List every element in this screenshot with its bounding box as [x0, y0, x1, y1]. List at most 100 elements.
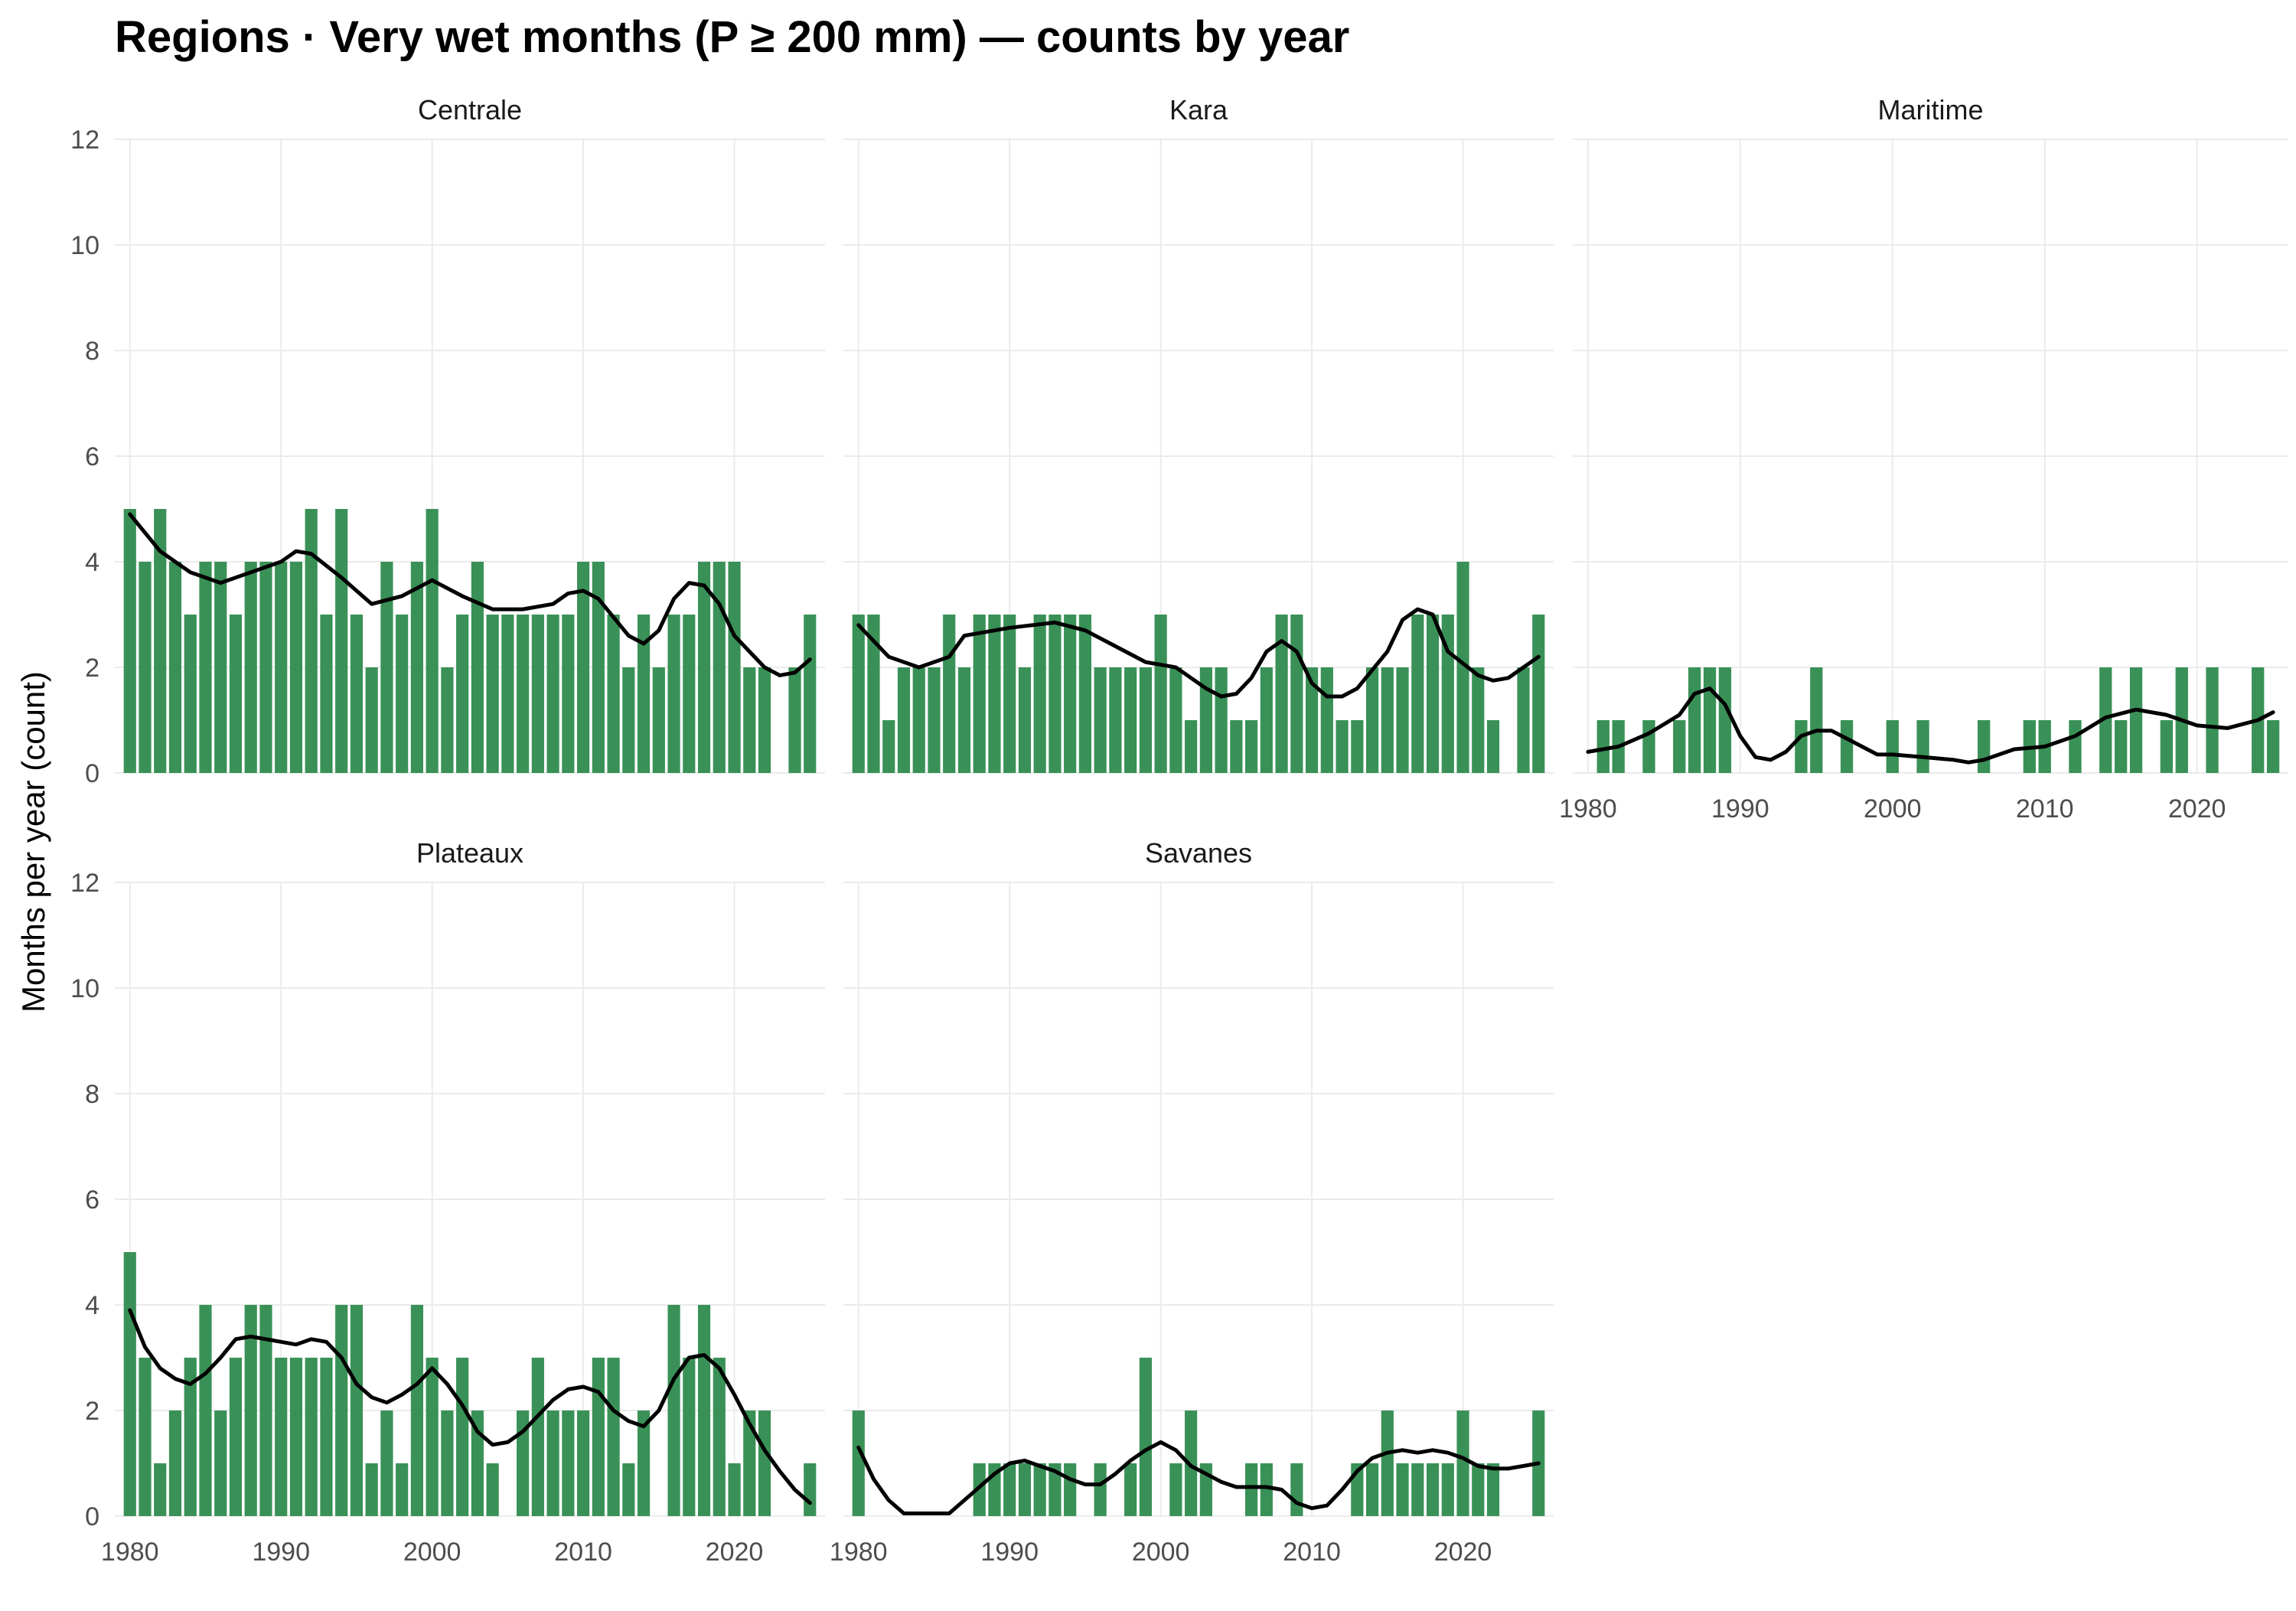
bar-savanes-2017: [1411, 1463, 1424, 1516]
panel-plateaux: Plateaux 0 2 4 6 8 10 12 1980 1990 2000 2010 2020: [70, 837, 825, 1567]
bar-kara-2025: [1532, 615, 1545, 773]
bar-kara-1997: [1109, 667, 1122, 773]
bar-savanes-2016: [1396, 1463, 1409, 1516]
bar-kara-1998: [1124, 667, 1137, 773]
x-tick-label: 2000: [403, 1538, 461, 1567]
bar-plateaux-2016: [667, 1305, 680, 1516]
bar-savanes-2014: [1365, 1463, 1379, 1516]
bar-savanes-1993: [1049, 1463, 1062, 1516]
bar-centrale-2025: [804, 615, 817, 773]
bar-plateaux-1993: [320, 1358, 333, 1516]
bar-maritime-2015: [2115, 720, 2128, 773]
bar-centrale-1986: [214, 562, 227, 773]
bar-kara-2009: [1290, 615, 1303, 773]
x-tick-label: 1990: [980, 1538, 1039, 1567]
bar-centrale-2006: [517, 615, 530, 773]
y-tick-label: 10: [70, 231, 99, 260]
bar-savanes-2009: [1290, 1463, 1303, 1516]
x-tick-label: 1980: [101, 1538, 159, 1567]
y-tick-label: 8: [85, 337, 99, 366]
bar-centrale-1982: [154, 509, 167, 773]
bar-kara-1992: [1033, 615, 1046, 773]
bar-kara-1985: [928, 667, 941, 773]
bar-centrale-1996: [365, 667, 378, 773]
bar-maritime-1981: [1596, 720, 1609, 773]
x-tick-label: 2020: [2168, 794, 2226, 823]
panel-label-maritime: Maritime: [1877, 94, 1983, 126]
x-tick-label: 2000: [1132, 1538, 1190, 1567]
bar-savanes-2019: [1441, 1463, 1454, 1516]
y-tick-label: 10: [70, 974, 99, 1003]
panel-label-centrale: Centrale: [418, 94, 522, 126]
bar-kara-2011: [1320, 667, 1333, 773]
bar-kara-1996: [1094, 667, 1107, 773]
bar-plateaux-1980: [123, 1252, 136, 1516]
bar-plateaux-2009: [562, 1410, 575, 1516]
bar-centrale-2011: [592, 562, 605, 773]
x-tick-label: 1990: [252, 1538, 310, 1567]
bar-kara-2000: [1154, 615, 1167, 773]
bar-plateaux-2010: [576, 1410, 590, 1516]
bar-plateaux-1997: [380, 1410, 393, 1516]
bar-kara-1984: [912, 667, 925, 773]
bar-plateaux-2003: [471, 1410, 484, 1516]
bar-centrale-1981: [139, 562, 152, 773]
bar-plateaux-2006: [517, 1410, 530, 1516]
bar-centrale-2001: [441, 667, 454, 773]
chart-title: Regions · Very wet months (P ≥ 200 mm) —…: [115, 12, 1349, 62]
bar-kara-2001: [1169, 667, 1182, 773]
y-tick-label: 12: [70, 126, 99, 155]
bar-centrale-1984: [184, 615, 197, 773]
smooth-line-maritime: [1586, 686, 2275, 765]
bar-centrale-1992: [305, 509, 318, 773]
bar-plateaux-1985: [199, 1305, 212, 1516]
bar-centrale-1994: [335, 509, 348, 773]
bar-centrale-2020: [728, 562, 741, 773]
bar-plateaux-1995: [350, 1305, 364, 1516]
bar-plateaux-2019: [713, 1358, 726, 1516]
bar-kara-1999: [1139, 667, 1152, 773]
bar-savanes-1991: [1018, 1463, 1032, 1516]
bar-plateaux-2018: [697, 1305, 711, 1516]
bar-savanes-1980: [852, 1410, 865, 1516]
bar-kara-1983: [897, 667, 911, 773]
bar-maritime-1994: [1795, 720, 1808, 773]
bar-plateaux-1982: [154, 1463, 167, 1516]
bar-kara-2004: [1215, 667, 1228, 773]
bar-centrale-2014: [637, 615, 651, 773]
bar-kara-2014: [1365, 667, 1379, 773]
x-tick-label: 1980: [830, 1538, 888, 1567]
panel-maritime: Maritime 1980 1990 2000 2010 2020: [1559, 94, 2288, 823]
bar-maritime-1987: [1688, 667, 1701, 773]
bar-centrale-1983: [168, 562, 182, 773]
bar-centrale-2019: [713, 562, 726, 773]
panel-savanes: Savanes 1980 1990 2000 2010 2020: [830, 837, 1554, 1567]
y-tick-label: 8: [85, 1080, 99, 1109]
bar-centrale-1995: [350, 615, 364, 773]
bar-plateaux-2008: [546, 1410, 559, 1516]
bar-maritime-2012: [2069, 720, 2082, 773]
bar-kara-2006: [1245, 720, 1258, 773]
bar-plateaux-2012: [607, 1358, 620, 1516]
bar-plateaux-1996: [365, 1463, 378, 1516]
bar-savanes-2022: [1486, 1463, 1500, 1516]
bar-kara-1981: [867, 615, 880, 773]
bar-kara-2002: [1185, 720, 1198, 773]
bar-kara-2012: [1336, 720, 1349, 773]
bar-plateaux-1984: [184, 1358, 197, 1516]
x-tick-label: 2010: [2016, 794, 2074, 823]
bar-maritime-1988: [1703, 667, 1717, 773]
bar-kara-2017: [1411, 615, 1424, 773]
bar-savanes-2001: [1169, 1463, 1182, 1516]
bar-centrale-2000: [426, 509, 439, 773]
bar-kara-1980: [852, 615, 865, 773]
y-tick-label: 6: [85, 1185, 99, 1215]
panel-label-savanes: Savanes: [1145, 837, 1252, 869]
bar-centrale-2016: [667, 615, 680, 773]
bar-maritime-2002: [1916, 720, 1929, 773]
bar-savanes-2020: [1456, 1410, 1469, 1516]
bar-centrale-2022: [758, 667, 771, 773]
bar-centrale-2018: [697, 562, 711, 773]
bar-centrale-2017: [683, 615, 696, 773]
